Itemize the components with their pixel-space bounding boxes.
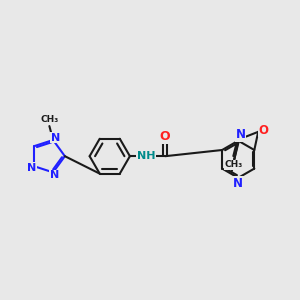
Text: O: O — [160, 130, 170, 143]
Text: CH₃: CH₃ — [224, 160, 242, 169]
Text: N: N — [233, 177, 243, 190]
Text: N: N — [51, 133, 60, 142]
Text: N: N — [27, 163, 36, 173]
Text: O: O — [259, 124, 269, 137]
Text: CH₃: CH₃ — [40, 115, 58, 124]
Text: N: N — [236, 128, 246, 141]
Text: N: N — [50, 170, 59, 181]
Text: NH: NH — [137, 151, 155, 161]
